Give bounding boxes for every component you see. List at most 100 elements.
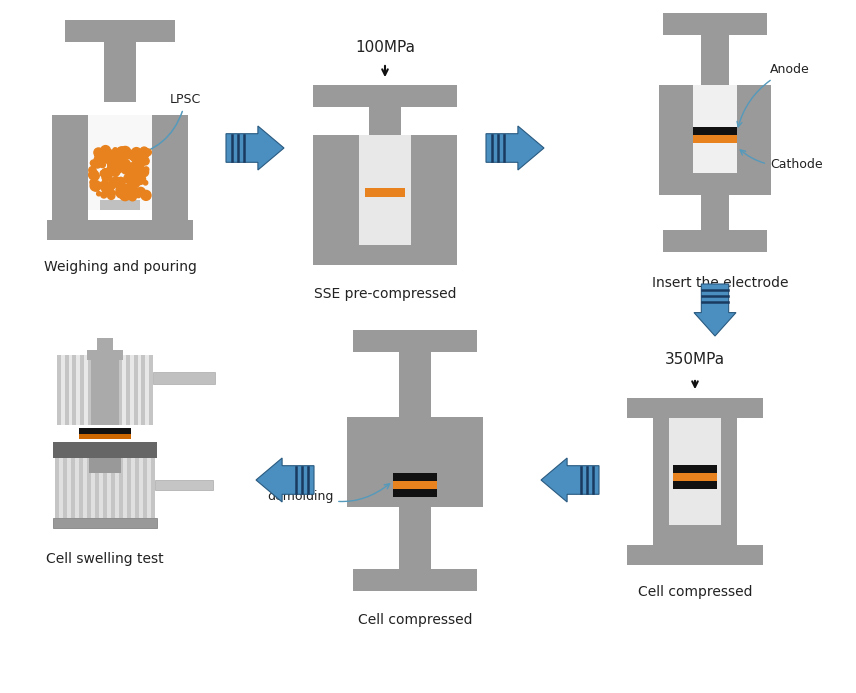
Circle shape <box>134 166 141 175</box>
Bar <box>53 518 157 528</box>
Bar <box>663 230 767 252</box>
Circle shape <box>140 173 144 177</box>
Circle shape <box>118 177 123 183</box>
Circle shape <box>132 148 141 157</box>
Bar <box>92 355 95 425</box>
Text: Cell compressed: Cell compressed <box>638 585 752 599</box>
Circle shape <box>106 188 115 197</box>
Circle shape <box>139 152 146 160</box>
Bar <box>139 458 143 518</box>
Circle shape <box>99 162 105 168</box>
Circle shape <box>95 152 99 157</box>
Circle shape <box>94 161 101 168</box>
Bar <box>659 85 771 143</box>
Bar <box>87 350 123 360</box>
Circle shape <box>114 163 123 173</box>
Circle shape <box>135 174 146 184</box>
Circle shape <box>140 156 146 163</box>
Circle shape <box>134 165 145 175</box>
Polygon shape <box>226 126 284 170</box>
Circle shape <box>120 161 131 172</box>
Circle shape <box>129 172 140 182</box>
Bar <box>84 355 87 425</box>
Bar <box>399 507 431 569</box>
Bar <box>91 355 119 425</box>
Bar <box>693 143 737 173</box>
Bar <box>97 338 113 352</box>
Bar <box>83 458 87 518</box>
Circle shape <box>117 150 123 157</box>
Circle shape <box>143 181 148 185</box>
Circle shape <box>125 185 134 193</box>
Circle shape <box>101 192 107 198</box>
Bar <box>104 42 136 102</box>
Bar <box>669 490 721 525</box>
Text: Cell swelling test: Cell swelling test <box>46 552 163 566</box>
Bar <box>313 85 457 107</box>
Circle shape <box>116 178 125 187</box>
Bar <box>393 473 437 481</box>
Circle shape <box>130 179 138 186</box>
Circle shape <box>106 191 111 195</box>
Bar <box>673 481 717 489</box>
Circle shape <box>135 175 141 181</box>
Circle shape <box>130 151 141 162</box>
Circle shape <box>110 150 115 155</box>
Circle shape <box>126 150 132 157</box>
Circle shape <box>124 164 134 173</box>
Polygon shape <box>486 126 544 170</box>
Circle shape <box>94 156 104 165</box>
Bar <box>627 398 763 418</box>
Circle shape <box>140 147 148 155</box>
Bar <box>663 13 767 35</box>
Circle shape <box>128 150 138 160</box>
Circle shape <box>97 191 101 196</box>
Circle shape <box>102 168 108 175</box>
Circle shape <box>133 171 140 179</box>
Text: Insert the electrode: Insert the electrode <box>651 276 788 290</box>
Bar <box>107 458 111 518</box>
Bar <box>673 473 717 481</box>
Circle shape <box>110 150 116 156</box>
Text: Anode: Anode <box>737 63 810 127</box>
Text: Cell
demolding: Cell demolding <box>267 475 389 503</box>
Bar <box>65 20 175 42</box>
Circle shape <box>90 179 95 185</box>
Circle shape <box>136 187 146 196</box>
Bar <box>57 355 153 425</box>
Circle shape <box>98 182 105 189</box>
Bar <box>152 115 188 220</box>
Bar <box>61 355 65 425</box>
Circle shape <box>131 161 139 169</box>
Circle shape <box>89 170 98 179</box>
Circle shape <box>108 182 116 189</box>
Circle shape <box>135 150 140 154</box>
Bar <box>79 428 131 434</box>
Circle shape <box>104 168 110 175</box>
Bar <box>155 480 213 490</box>
Circle shape <box>135 152 141 159</box>
Bar <box>353 569 477 591</box>
Bar <box>146 355 149 425</box>
Circle shape <box>111 155 119 163</box>
Polygon shape <box>694 284 736 336</box>
Circle shape <box>102 185 109 193</box>
Bar <box>653 418 737 490</box>
Circle shape <box>90 180 101 191</box>
Circle shape <box>112 177 120 184</box>
Text: Cell compressed: Cell compressed <box>358 613 473 627</box>
Bar <box>59 458 63 518</box>
Circle shape <box>136 193 141 198</box>
Text: LPSC: LPSC <box>128 93 201 158</box>
Bar <box>673 465 717 473</box>
Bar <box>122 355 126 425</box>
Text: SSE pre-compressed: SSE pre-compressed <box>314 287 456 301</box>
Circle shape <box>118 159 128 168</box>
Circle shape <box>120 149 130 159</box>
Bar <box>138 355 141 425</box>
Circle shape <box>113 153 119 159</box>
Circle shape <box>98 149 104 155</box>
Bar <box>79 434 131 439</box>
Circle shape <box>91 172 99 180</box>
Circle shape <box>94 148 103 157</box>
